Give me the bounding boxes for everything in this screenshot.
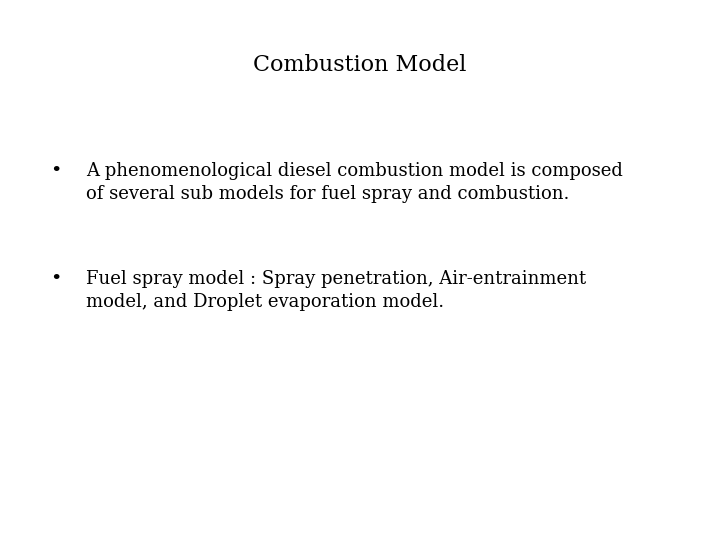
Text: •: • <box>50 270 62 288</box>
Text: Fuel spray model : Spray penetration, Air-entrainment
model, and Droplet evapora: Fuel spray model : Spray penetration, Ai… <box>86 270 587 311</box>
Text: Combustion Model: Combustion Model <box>253 54 467 76</box>
Text: A phenomenological diesel combustion model is composed
of several sub models for: A phenomenological diesel combustion mod… <box>86 162 624 203</box>
Text: •: • <box>50 162 62 180</box>
